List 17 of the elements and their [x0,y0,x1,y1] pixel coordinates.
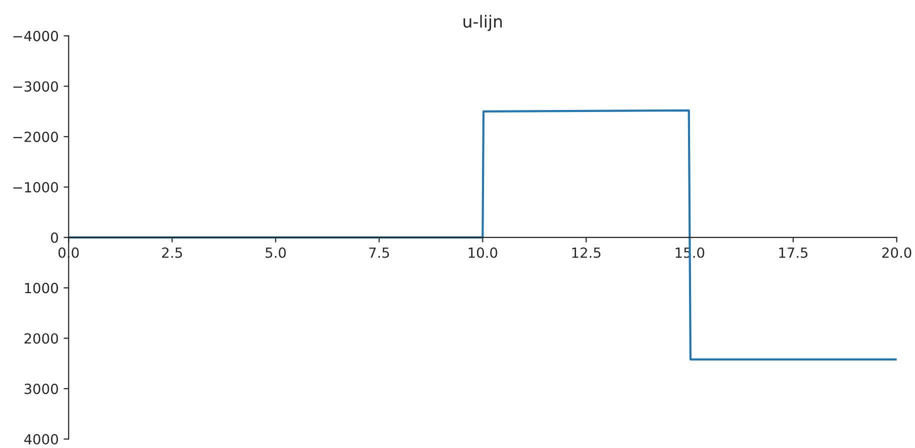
x-tick-label: 20.0 [882,247,912,258]
y-tick-label: −2000 [13,132,58,142]
x-tick-label: 10.0 [468,247,498,258]
x-tick-label: 5.0 [266,247,286,258]
y-tick-label: 2000 [24,333,58,344]
x-tick-label: 2.5 [162,247,182,258]
x-tick-label: 17.5 [779,248,808,258]
x-tick-label: 12.5 [572,247,600,258]
x-tick-label: 7.5 [369,248,389,258]
y-tick-label: −4000 [13,30,58,42]
y-tick-label: 1000 [25,282,58,294]
y-tick-label: 3000 [24,384,58,394]
chart-title: u-lijn [464,14,502,31]
y-tick-label: −3000 [13,81,58,92]
y-tick-label: 0 [50,232,58,243]
y-tick-label: 4000 [24,434,58,445]
y-tick-label: −1000 [13,182,58,193]
